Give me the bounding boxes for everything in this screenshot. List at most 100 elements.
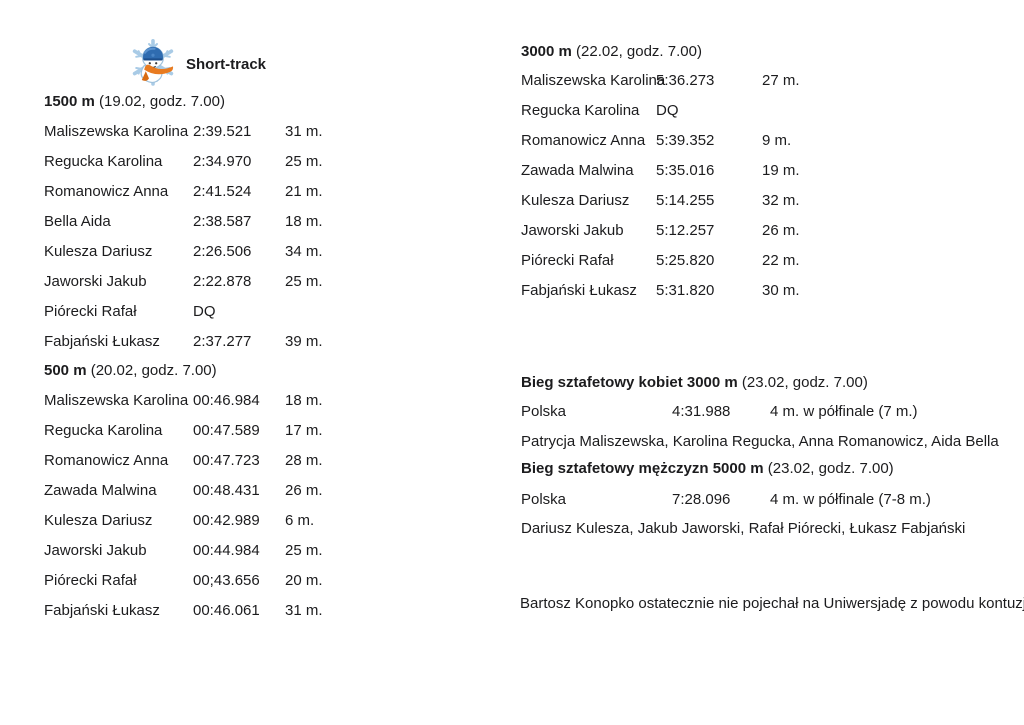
table-row: Fabjański Łukasz 00:46.061 31 m. bbox=[44, 596, 464, 626]
table-row: Regucka Karolina 2:34.970 25 m. bbox=[44, 147, 464, 177]
athlete-name: Regucka Karolina bbox=[44, 422, 163, 439]
section-heading-1500m: 1500 m (19.02, godz. 7.00) bbox=[44, 87, 225, 117]
heading-date: (19.02, godz. 7.00) bbox=[94, 93, 225, 110]
relay-women-result-row: Polska 4:31.988 4 m. w półfinale (7 m.) bbox=[521, 397, 991, 427]
result-place: 31 m. bbox=[285, 123, 323, 140]
result-time: 5:36.273 bbox=[656, 72, 715, 89]
result-time: 2:26.506 bbox=[193, 243, 252, 260]
table-row: Piórecki Rafał DQ bbox=[44, 297, 464, 327]
table-row: Regucka Karolina 00:47.589 17 m. bbox=[44, 416, 464, 446]
result-time: 5:12.257 bbox=[656, 222, 715, 239]
results-table-500m: Maliszewska Karolina 00:46.984 18 m. Reg… bbox=[44, 386, 464, 626]
result-place: 17 m. bbox=[285, 422, 323, 439]
result-place: 32 m. bbox=[762, 192, 800, 209]
table-row: Jaworski Jakub 00:44.984 25 m. bbox=[44, 536, 464, 566]
athlete-name: Fabjański Łukasz bbox=[44, 333, 160, 350]
logo-label: Short-track bbox=[186, 55, 267, 73]
section-heading-500m: 500 m (20.02, godz. 7.00) bbox=[44, 356, 217, 386]
table-row: Piórecki Rafał 00;43.656 20 m. bbox=[44, 566, 464, 596]
table-row: Regucka Karolina DQ bbox=[521, 96, 961, 126]
athlete-name: Romanowicz Anna bbox=[44, 452, 169, 469]
heading-date: (23.02, godz. 7.00) bbox=[737, 374, 868, 391]
athlete-name: Maliszewska Karolina bbox=[44, 123, 189, 140]
results-table-1500m: Maliszewska Karolina 2:39.521 31 m. Regu… bbox=[44, 117, 464, 357]
athlete-name: Maliszewska Karolina bbox=[521, 72, 666, 89]
table-row: Maliszewska Karolina 00:46.984 18 m. bbox=[44, 386, 464, 416]
result-time: 5:39.352 bbox=[656, 132, 715, 149]
heading-distance: Bieg sztafetowy mężczyzn 5000 m bbox=[521, 460, 764, 477]
athlete-name: Regucka Karolina bbox=[44, 153, 163, 170]
result-place: 18 m. bbox=[285, 213, 323, 230]
section-heading-relay-men: Bieg sztafetowy mężczyzn 5000 m (23.02, … bbox=[521, 454, 894, 484]
heading-date: (20.02, godz. 7.00) bbox=[86, 362, 217, 379]
result-time: 2:22.878 bbox=[193, 273, 252, 290]
athlete-name: Piórecki Rafał bbox=[521, 252, 614, 269]
athlete-name: Kulesza Dariusz bbox=[44, 243, 153, 260]
athlete-name: Fabjański Łukasz bbox=[44, 602, 160, 619]
table-row: Bella Aida 2:38.587 18 m. bbox=[44, 207, 464, 237]
athlete-name: Maliszewska Karolina bbox=[44, 392, 189, 409]
result-place: 25 m. bbox=[285, 273, 323, 290]
table-row: Jaworski Jakub 2:22.878 25 m. bbox=[44, 267, 464, 297]
result-time: 2:39.521 bbox=[193, 123, 252, 140]
result-time: 00:48.431 bbox=[193, 482, 260, 499]
result-place: 26 m. bbox=[285, 482, 323, 499]
athlete-name: Kulesza Dariusz bbox=[44, 512, 153, 529]
result-place: 27 m. bbox=[762, 72, 800, 89]
heading-distance: 1500 m bbox=[44, 93, 95, 110]
athlete-name: Regucka Karolina bbox=[521, 102, 640, 119]
result-place: 28 m. bbox=[285, 452, 323, 469]
heading-date: (22.02, godz. 7.00) bbox=[571, 43, 702, 60]
result-place bbox=[762, 96, 961, 126]
athlete-name: Jaworski Jakub bbox=[521, 222, 624, 239]
table-row: Romanowicz Anna 00:47.723 28 m. bbox=[44, 446, 464, 476]
result-time: 5:25.820 bbox=[656, 252, 715, 269]
table-row: Kulesza Dariusz 00:42.989 6 m. bbox=[44, 506, 464, 536]
universiade-mascot-logo bbox=[132, 39, 174, 86]
document-header: Short-track bbox=[129, 36, 266, 92]
result-time: 7:28.096 bbox=[672, 491, 731, 508]
result-time: 00:47.589 bbox=[193, 422, 260, 439]
heading-distance: 500 m bbox=[44, 362, 87, 379]
athlete-name: Fabjański Łukasz bbox=[521, 282, 637, 299]
table-row: Piórecki Rafał 5:25.820 22 m. bbox=[521, 246, 961, 276]
athlete-name: Piórecki Rafał bbox=[44, 572, 137, 589]
result-place: 4 m. w półfinale (7-8 m.) bbox=[770, 491, 931, 508]
result-place: 9 m. bbox=[762, 132, 792, 149]
heading-date: (23.02, godz. 7.00) bbox=[763, 460, 894, 477]
table-row: Romanowicz Anna 2:41.524 21 m. bbox=[44, 177, 464, 207]
result-time: 2:38.587 bbox=[193, 213, 252, 230]
result-place: 22 m. bbox=[762, 252, 800, 269]
result-place: 6 m. bbox=[285, 512, 315, 529]
athlete-name: Jaworski Jakub bbox=[44, 273, 147, 290]
result-time: 5:35.016 bbox=[656, 162, 715, 179]
result-place: 30 m. bbox=[762, 282, 800, 299]
result-place: 20 m. bbox=[285, 572, 323, 589]
result-time: 5:14.255 bbox=[656, 192, 715, 209]
athlete-name: Zawada Malwina bbox=[521, 162, 634, 179]
result-time: 2:41.524 bbox=[193, 183, 252, 200]
table-row: Fabjański Łukasz 5:31.820 30 m. bbox=[521, 276, 961, 306]
table-row: Kulesza Dariusz 2:26.506 34 m. bbox=[44, 237, 464, 267]
result-time: 4:31.988 bbox=[672, 403, 731, 420]
athlete-name: Piórecki Rafał bbox=[44, 303, 137, 320]
result-time: 00:42.989 bbox=[193, 512, 260, 529]
result-time: 00:46.984 bbox=[193, 392, 260, 409]
result-place: 19 m. bbox=[762, 162, 800, 179]
table-row: Zawada Malwina 5:35.016 19 m. bbox=[521, 156, 961, 186]
result-time: 00;43.656 bbox=[193, 572, 260, 589]
team-name: Polska bbox=[521, 403, 567, 420]
result-place bbox=[285, 297, 464, 327]
athlete-name: Romanowicz Anna bbox=[521, 132, 646, 149]
result-time: 00:46.061 bbox=[193, 602, 260, 619]
result-place: 26 m. bbox=[762, 222, 800, 239]
heading-distance: Bieg sztafetowy kobiet 3000 m bbox=[521, 374, 738, 391]
heading-distance: 3000 m bbox=[521, 43, 572, 60]
result-place: 34 m. bbox=[285, 243, 323, 260]
table-row: Romanowicz Anna 5:39.352 9 m. bbox=[521, 126, 961, 156]
result-place: 25 m. bbox=[285, 153, 323, 170]
table-row: Zawada Malwina 00:48.431 26 m. bbox=[44, 476, 464, 506]
table-row: Fabjański Łukasz 2:37.277 39 m. bbox=[44, 327, 464, 357]
table-row: Maliszewska Karolina 2:39.521 31 m. bbox=[44, 117, 464, 147]
